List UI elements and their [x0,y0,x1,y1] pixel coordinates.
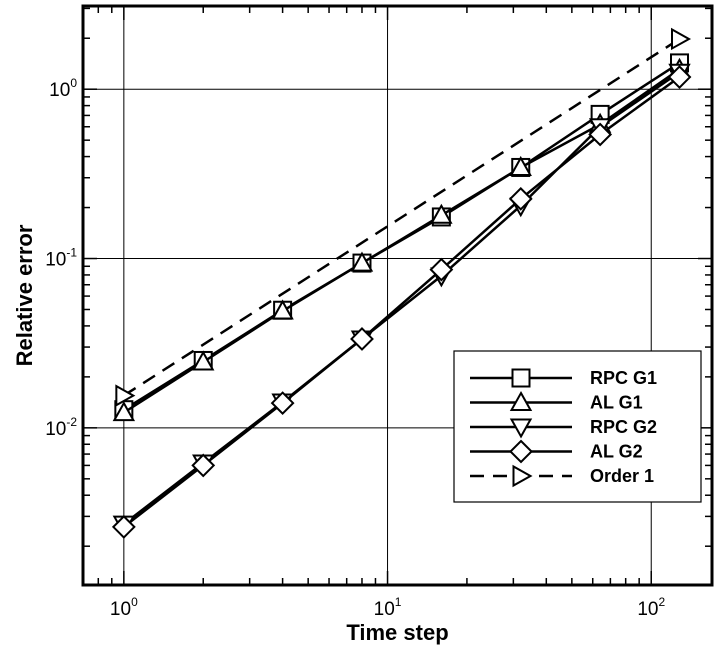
y-tick-label-exponent: -2 [66,415,77,429]
data-point-al-g2 [429,257,454,282]
legend: RPC G1 AL G1 RPC G2 AL G2 Order 1 [453,350,702,503]
x-axis-title: Time step [346,620,448,645]
legend-marker-rpc-g2 [509,418,533,439]
series-al-g2 [111,65,692,539]
data-point-al-g1 [509,155,532,176]
data-point-al-g2 [111,514,136,539]
series-line-al-g1 [123,68,681,414]
legend-marker-rpc-g1 [511,368,531,388]
data-point-al-g1 [350,251,374,272]
y-tick-label: 10-1 [45,246,77,271]
data-point-al-g2 [270,391,295,416]
y-axis-title: Relative error [12,224,37,366]
x-tick-label-base: 10 [637,599,658,620]
data-point-order-1 [115,384,136,407]
y-tick-label-exponent: 0 [70,76,77,90]
data-point-al-g1 [112,401,136,422]
y-tick-label-base: 10 [45,419,66,440]
data-point-al-g2 [350,327,374,351]
legend-label-order-1: Order 1 [590,466,654,486]
data-point-al-g1 [271,299,294,320]
data-point-al-g1 [430,203,453,224]
legend-marker-al-g1 [509,390,533,411]
series-layer [111,27,692,539]
data-point-al-g2 [588,122,613,147]
y-tick-label-base: 10 [49,80,70,101]
data-point-al-g2 [667,65,692,89]
y-tick-label-base: 10 [45,250,66,271]
x-tick-label: 102 [637,595,665,620]
y-tick-label: 10-2 [45,415,77,440]
legend-marker-al-g2 [509,439,533,464]
x-tick-label-exponent: 0 [131,595,138,609]
grid [83,6,712,585]
legend-entry-order-1: Order 1 [470,464,654,488]
series-line-rpc-g2 [123,71,681,526]
data-point-al-g2 [191,453,216,478]
x-tick-label-base: 10 [374,599,395,620]
legend-label-al-g2: AL G2 [590,442,643,462]
series-line-order-1 [123,37,681,397]
legend-entries: RPC G1 AL G1 RPC G2 AL G2 Order 1 [470,368,657,488]
legend-entry-rpc-g2: RPC G2 [470,417,657,439]
legend-label-rpc-g2: RPC G2 [590,417,657,437]
legend-entry-al-g2: AL G2 [470,439,643,464]
legend-label-rpc-g1: RPC G1 [590,368,657,388]
legend-entry-rpc-g1: RPC G1 [470,368,657,388]
legend-marker-order-1 [512,464,533,488]
legend-label-al-g1: AL G1 [590,393,643,413]
x-tick-label-exponent: 2 [658,595,665,609]
data-point-al-g1 [192,350,215,371]
data-point-order-1 [671,27,692,51]
y-tick-label: 100 [49,76,77,101]
x-tick-label: 101 [374,595,402,620]
series-order-1 [115,27,692,407]
x-tick-label-exponent: 1 [395,595,402,609]
minor-ticks [82,6,712,585]
data-point-al-g2 [508,186,533,211]
series-line-al-g2 [123,75,681,528]
y-tick-label-exponent: -1 [66,246,77,260]
legend-entry-al-g1: AL G1 [470,390,643,413]
x-tick-label: 100 [110,595,138,620]
x-tick-label-base: 10 [110,599,131,620]
